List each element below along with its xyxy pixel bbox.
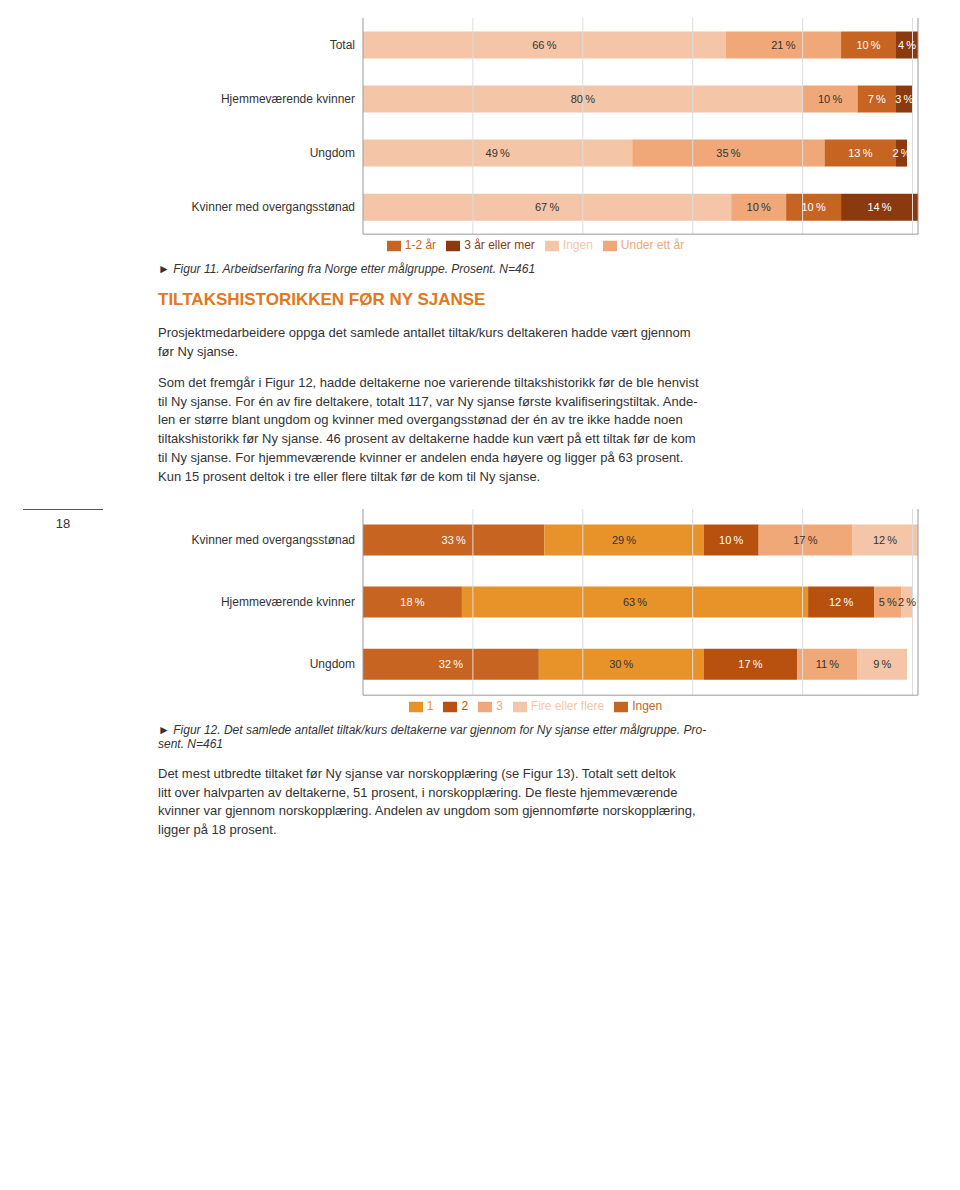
svg-text:14 %: 14 % [867,201,891,213]
svg-text:10 %: 10 % [818,93,842,105]
svg-text:5 %: 5 % [879,596,897,608]
svg-text:2 %: 2 % [898,596,916,608]
svg-text:10 %: 10 % [801,201,825,213]
svg-text:Hjemmeværende kvinner: Hjemmeværende kvinner [221,595,355,609]
html-text:TILTAKSHISTORIKKEN FØR NY SJAN: TILTAKSHISTORIKKEN FØR NY SJANSE [158,290,486,309]
svg-text:Total: Total [330,38,355,52]
html-text:Som det fremgår i Figur 12, ha: Som det fremgår i Figur 12, hadde deltak… [158,374,699,484]
svg-text:10 %: 10 % [856,39,880,51]
svg-text:67 %: 67 % [535,201,559,213]
html-text:Prosjektmedarbeidere oppga det: Prosjektmedarbeidere oppga det samlede a… [158,325,691,359]
svg-text:11 %: 11 % [816,658,840,670]
svg-text:17 %: 17 % [738,658,762,670]
html-text:Under ett år: Under ett år [620,238,685,253]
svg-text:49 %: 49 % [486,147,510,159]
svg-text:Ungdom: Ungdom [310,146,355,160]
html-text:Det mest utbredte tiltaket før: Det mest utbredte tiltaket før Ny sjanse… [158,765,696,838]
svg-text:17 %: 17 % [793,534,817,546]
svg-text:Kvinner med overgangsstønad: Kvinner med overgangsstønad [192,533,355,547]
svg-text:35 %: 35 % [716,147,740,159]
svg-text:10 %: 10 % [719,534,743,546]
svg-text:3 %: 3 % [895,93,913,105]
html-text:18: 18 [55,515,71,531]
html-text:2: 2 [461,698,469,713]
svg-text:32 %: 32 % [439,658,463,670]
html-text:1: 1 [426,698,434,713]
svg-text:9 %: 9 % [873,658,891,670]
html-text:Ingen: Ingen [632,698,663,713]
svg-text:63 %: 63 % [623,596,647,608]
html-text:Fire eller flere: Fire eller flere [530,698,605,713]
svg-text:33 %: 33 % [442,534,466,546]
html-text:► Figur 11. Arbeidserfaring fr: ► Figur 11. Arbeidserfaring fra Norge et… [158,262,536,276]
html-text:Ingen: Ingen [562,238,593,253]
html-text:3: 3 [496,698,503,713]
svg-text:10 %: 10 % [747,201,771,213]
svg-text:4 %: 4 % [898,39,916,51]
svg-text:80 %: 80 % [571,93,595,105]
html-text:3 år eller mer: 3 år eller mer [464,238,535,253]
svg-text:Hjemmeværende kvinner: Hjemmeværende kvinner [221,92,355,106]
svg-text:30 %: 30 % [609,658,633,670]
svg-text:21 %: 21 % [771,39,795,51]
svg-text:7 %: 7 % [868,93,886,105]
svg-text:18 %: 18 % [400,596,424,608]
svg-text:12 %: 12 % [873,534,897,546]
svg-text:12 %: 12 % [829,596,853,608]
html-text:1-2 år: 1-2 år [404,238,437,253]
html-text:► Figur 12. Det samlede antall: ► Figur 12. Det samlede antallet tiltak/… [158,722,707,751]
svg-text:Kvinner med overgangsstønad: Kvinner med overgangsstønad [192,200,355,214]
svg-text:29 %: 29 % [612,534,636,546]
svg-text:66 %: 66 % [532,39,556,51]
svg-text:2 %: 2 % [892,147,910,159]
svg-text:13 %: 13 % [848,147,872,159]
svg-text:Ungdom: Ungdom [310,657,355,671]
